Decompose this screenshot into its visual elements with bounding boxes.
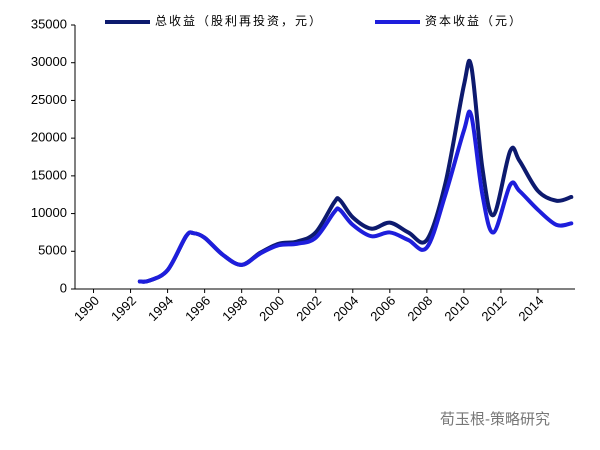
- y-tick-label: 0: [60, 280, 67, 295]
- x-tick-label: 2014: [515, 293, 546, 324]
- x-tick-label: 2000: [256, 293, 287, 324]
- y-tick-label: 35000: [31, 16, 67, 31]
- x-tick-label: 2002: [293, 293, 324, 324]
- x-tick-label: 1990: [71, 293, 102, 324]
- legend-label: 总收益（股利再投资，元）: [155, 13, 323, 28]
- y-tick-label: 15000: [31, 167, 67, 182]
- legend-label: 资本收益（元）: [425, 14, 523, 28]
- x-tick-label: 1994: [145, 293, 176, 324]
- x-tick-label: 2006: [367, 293, 398, 324]
- x-tick-label: 1996: [182, 293, 213, 324]
- x-tick-label: 2012: [478, 293, 509, 324]
- x-tick-label: 2008: [404, 293, 435, 324]
- x-tick-label: 2004: [330, 293, 361, 324]
- y-tick-label: 25000: [31, 92, 67, 107]
- line: [137, 109, 574, 284]
- watermark: 荀玉根-策略研究: [440, 411, 550, 428]
- x-tick-label: 1998: [219, 293, 250, 324]
- y-tick-label: 30000: [31, 54, 67, 69]
- x-tick-label: 2010: [441, 293, 472, 324]
- line: [137, 58, 574, 284]
- x-tick-label: 1992: [108, 293, 139, 324]
- y-tick-label: 5000: [38, 243, 67, 258]
- y-tick-label: 20000: [31, 130, 67, 145]
- y-tick-label: 10000: [31, 205, 67, 220]
